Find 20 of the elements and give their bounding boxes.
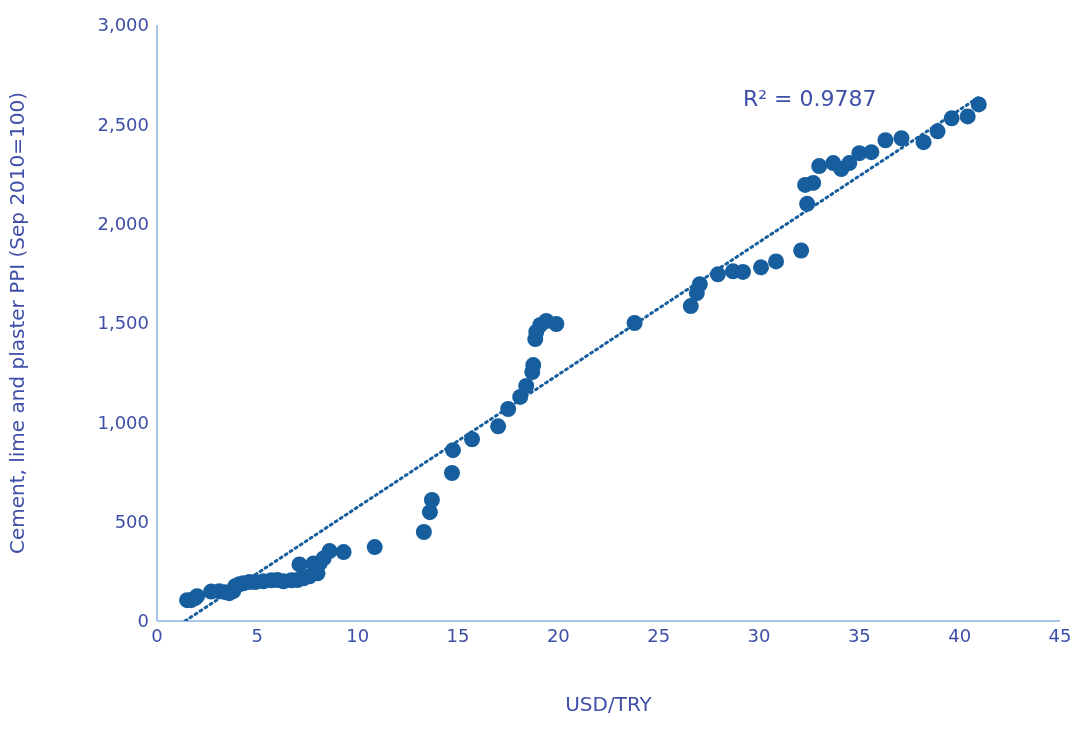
y-tick-label: 1,000	[97, 411, 149, 433]
y-tick-label: 2,000	[97, 213, 149, 235]
y-axis-title: Cement, lime and plaster PPI (Sep 2010=100)	[5, 91, 30, 555]
y-tick-label: 2,500	[97, 113, 149, 135]
x-tick-label: 15	[446, 624, 470, 646]
x-tick-label: 35	[847, 624, 871, 646]
y-tick-label: 3,000	[97, 14, 149, 36]
x-tick-label: 45	[1048, 624, 1072, 646]
y-tick-label: 1,500	[97, 312, 149, 334]
x-tick-label: 0	[151, 624, 163, 646]
x-tick-label: 40	[948, 624, 972, 646]
x-tick-label: 5	[251, 624, 264, 646]
y-tick-label: 500	[114, 511, 149, 533]
x-tick-label: 25	[647, 624, 671, 646]
x-axis-title: USD/TRY	[565, 692, 653, 716]
x-tick-label: 20	[546, 624, 570, 646]
x-tick-label: 10	[346, 624, 370, 646]
y-tick-label: 0	[137, 610, 149, 632]
x-tick-label: 30	[747, 624, 771, 646]
annotation: R² = 0.9787	[743, 86, 877, 111]
